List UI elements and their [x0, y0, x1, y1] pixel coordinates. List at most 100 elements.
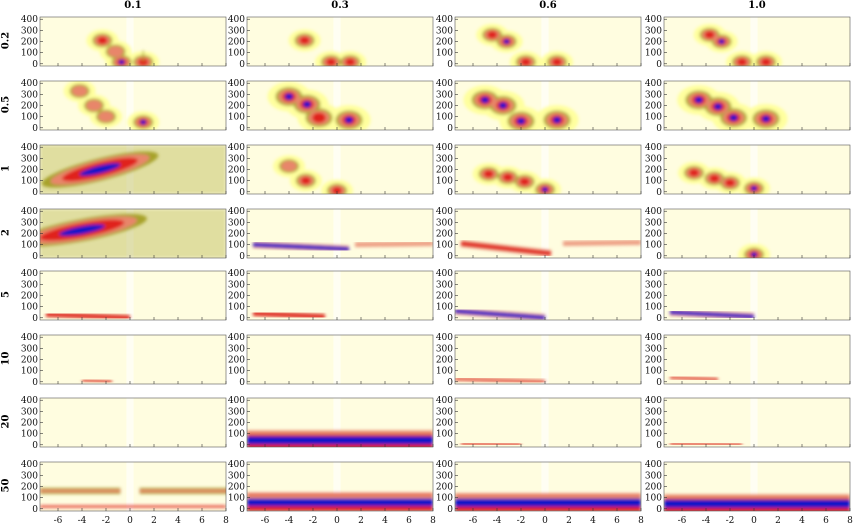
- lobe-core: [737, 58, 747, 66]
- center-stripe: [750, 398, 758, 447]
- y-tick-label: 300: [645, 154, 662, 164]
- x-tick-label: 6: [199, 516, 205, 526]
- lobe-body: [98, 111, 114, 123]
- y-tick-label: 300: [228, 344, 245, 354]
- y-tick-label: 400: [228, 79, 245, 89]
- y-tick-label: 0: [239, 314, 245, 324]
- y-tick-label: 300: [645, 344, 662, 354]
- y-tick-label: 300: [436, 407, 453, 417]
- lobe-core: [326, 58, 336, 66]
- row-label: 50: [0, 478, 12, 492]
- y-tick-label: 0: [656, 252, 662, 262]
- y-tick-label: 0: [447, 505, 453, 515]
- y-tick-label: 100: [21, 494, 38, 504]
- y-tick-label: 400: [436, 333, 453, 343]
- y-tick-label: 100: [228, 113, 245, 123]
- y-tick-label: 0: [32, 124, 38, 134]
- y-tick-label: 400: [21, 333, 38, 343]
- y-tick-label: 200: [21, 102, 38, 112]
- y-tick-label: 0: [32, 441, 38, 451]
- y-tick-label: 400: [645, 79, 662, 89]
- row-label: 5: [0, 290, 12, 298]
- y-tick-label: 0: [447, 188, 453, 198]
- y-tick-label: 0: [239, 124, 245, 134]
- x-tick-label: -4: [285, 516, 294, 526]
- lobe-body: [281, 160, 297, 172]
- upper-band: [455, 494, 641, 499]
- y-tick-label: 0: [656, 314, 662, 324]
- lobe-peak: [480, 96, 490, 104]
- y-tick-label: 200: [436, 102, 453, 112]
- lobe-core: [312, 112, 326, 123]
- y-tick-label: 200: [228, 166, 245, 176]
- y-tick-label: 200: [436, 356, 453, 366]
- y-tick-label: 0: [32, 505, 38, 515]
- row-label: 2: [0, 228, 12, 236]
- x-tick-label: 0: [751, 516, 757, 526]
- y-tick-label: 0: [656, 60, 662, 70]
- y-tick-label: 100: [645, 494, 662, 504]
- center-stripe: [333, 398, 341, 447]
- lobe-peak: [118, 59, 125, 65]
- lobe-core: [138, 58, 149, 66]
- y-tick-label: 0: [656, 188, 662, 198]
- y-tick-label: 300: [645, 407, 662, 417]
- y-tick-label: 300: [436, 154, 453, 164]
- lobe-peak: [761, 115, 771, 123]
- lobe-core: [519, 177, 530, 186]
- x-tick-label: -6: [678, 516, 687, 526]
- y-tick-label: 200: [21, 356, 38, 366]
- lobe-core: [487, 31, 498, 39]
- y-tick-label: 300: [228, 90, 245, 100]
- x-tick-label: -6: [469, 516, 478, 526]
- y-tick-label: 400: [436, 79, 453, 89]
- y-tick-label: 100: [21, 367, 38, 377]
- center-stripe: [126, 17, 134, 66]
- y-tick-label: 300: [645, 280, 662, 290]
- y-tick-label: 0: [32, 252, 38, 262]
- y-tick-label: 200: [645, 483, 662, 493]
- center-stripe: [541, 398, 549, 447]
- y-tick-label: 400: [645, 207, 662, 217]
- y-tick-label: 200: [645, 419, 662, 429]
- x-tick-label: 2: [775, 516, 781, 526]
- y-tick-label: 400: [228, 269, 245, 279]
- x-tick-label: 4: [799, 516, 805, 526]
- band-core: [455, 309, 546, 320]
- y-tick-label: 100: [436, 367, 453, 377]
- upper-band: [664, 494, 850, 499]
- y-tick-label: 200: [228, 230, 245, 240]
- y-tick-label: 300: [645, 90, 662, 100]
- blob-layer: [59, 224, 105, 236]
- y-tick-label: 100: [21, 49, 38, 59]
- center-stripe: [333, 271, 341, 320]
- y-tick-label: 400: [645, 333, 662, 343]
- band-core: [460, 241, 552, 256]
- y-tick-label: 100: [645, 303, 662, 313]
- y-tick-label: 100: [645, 49, 662, 59]
- x-tick-label: 6: [823, 516, 829, 526]
- y-tick-label: 0: [447, 252, 453, 262]
- y-tick-label: 400: [436, 207, 453, 217]
- lobe-core: [689, 169, 699, 177]
- y-tick-label: 0: [32, 188, 38, 198]
- y-tick-label: 0: [32, 314, 38, 324]
- y-tick-label: 400: [228, 207, 245, 217]
- column-title: 1.0: [748, 0, 766, 11]
- y-tick-label: 100: [228, 367, 245, 377]
- y-tick-label: 200: [436, 483, 453, 493]
- y-tick-label: 200: [228, 356, 245, 366]
